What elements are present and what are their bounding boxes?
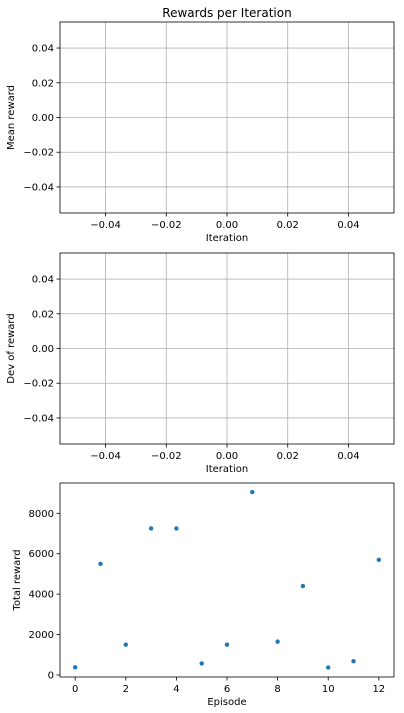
dev-reward-xtick-label: −0.04: [90, 451, 121, 462]
total-reward-data-point: [148, 526, 154, 531]
mean-reward-ytick-label: −0.04: [23, 182, 54, 193]
mean-reward-chart-title: Rewards per Iteration: [162, 6, 291, 20]
total-reward-data-point: [72, 665, 78, 670]
mean-reward-y-axis-label: Mean reward: [6, 85, 17, 150]
mean-reward-ytick-label: 0.04: [32, 44, 54, 55]
mean-reward-xtick-label: −0.02: [151, 220, 182, 231]
total-reward-data-point: [275, 639, 280, 644]
total-reward-ytick-label: 0: [48, 670, 54, 681]
total-reward-data-point: [174, 526, 179, 531]
total-reward-xtick-label: 6: [224, 684, 230, 695]
total-reward-data-point: [224, 642, 230, 647]
total-reward-data-point: [98, 561, 103, 567]
total-reward-xtick-label: 10: [322, 684, 335, 695]
mean-reward-xtick-label: −0.04: [90, 220, 121, 231]
total-reward-xtick-label: 4: [173, 684, 179, 695]
total-reward-chart: 0 2 4 6 8 10 12 0 2000 4000 6000 8000 Episode Total r…: [12, 482, 395, 708]
total-reward-xtick-label: 0: [72, 684, 78, 695]
mean-reward-ytick-label: 0.02: [32, 78, 54, 89]
total-reward-data-point: [300, 583, 306, 589]
total-reward-ytick-label: 2000: [29, 630, 54, 641]
dev-reward-ytick-label: −0.04: [23, 413, 54, 424]
dev-reward-y-axis-label: Dev of reward: [6, 313, 17, 383]
dev-reward-chart: −0.04 −0.02 0.00 0.02 0.04 0.04 0.02 0.00 −0.02 −…: [6, 252, 395, 475]
mean-reward-ytick-label: 0.00: [32, 113, 54, 124]
total-reward-data-point: [123, 642, 128, 647]
total-reward-data-point: [250, 489, 255, 495]
dev-reward-ytick-label: 0.04: [32, 275, 54, 286]
dev-reward-xtick-label: 0.04: [337, 451, 359, 462]
total-reward-data-point: [351, 659, 356, 664]
total-reward-ytick-label: 8000: [29, 509, 54, 520]
mean-reward-axes-frame: [59, 21, 395, 214]
total-reward-ytick-label: 6000: [29, 549, 54, 560]
dev-reward-ytick-label: 0.00: [32, 344, 54, 355]
total-reward-data-point: [376, 557, 382, 562]
total-reward-xtick-label: 12: [372, 684, 385, 695]
total-reward-xtick-label: 8: [274, 684, 280, 695]
dev-reward-x-axis-label: Iteration: [206, 464, 248, 475]
dev-reward-xtick-label: 0.00: [216, 451, 238, 462]
mean-reward-xtick-label: 0.04: [337, 220, 359, 231]
total-reward-data-point: [199, 661, 204, 666]
total-reward-y-axis-label: Total reward: [12, 549, 23, 611]
dev-reward-axes-frame: [59, 252, 395, 445]
mean-reward-xtick-label: 0.00: [216, 220, 238, 231]
total-reward-axes-frame: [59, 482, 395, 678]
mean-reward-chart: −0.04 −0.02 0.00 0.02 0.04 0.04 0.02 0.00 −0.02 −…: [6, 6, 395, 244]
dev-reward-xtick-label: 0.02: [277, 451, 299, 462]
dev-reward-ytick-label: −0.02: [23, 379, 54, 390]
total-reward-ytick-label: 4000: [29, 590, 54, 601]
dev-reward-ytick-label: 0.02: [32, 309, 54, 320]
mean-reward-ytick-label: −0.02: [23, 148, 54, 159]
mean-reward-xtick-label: 0.02: [277, 220, 299, 231]
mean-reward-x-axis-label: Iteration: [206, 233, 248, 244]
total-reward-x-axis-label: Episode: [207, 697, 246, 708]
total-reward-xtick-label: 2: [123, 684, 129, 695]
dev-reward-xtick-label: −0.02: [151, 451, 182, 462]
total-reward-data-point: [326, 665, 331, 670]
